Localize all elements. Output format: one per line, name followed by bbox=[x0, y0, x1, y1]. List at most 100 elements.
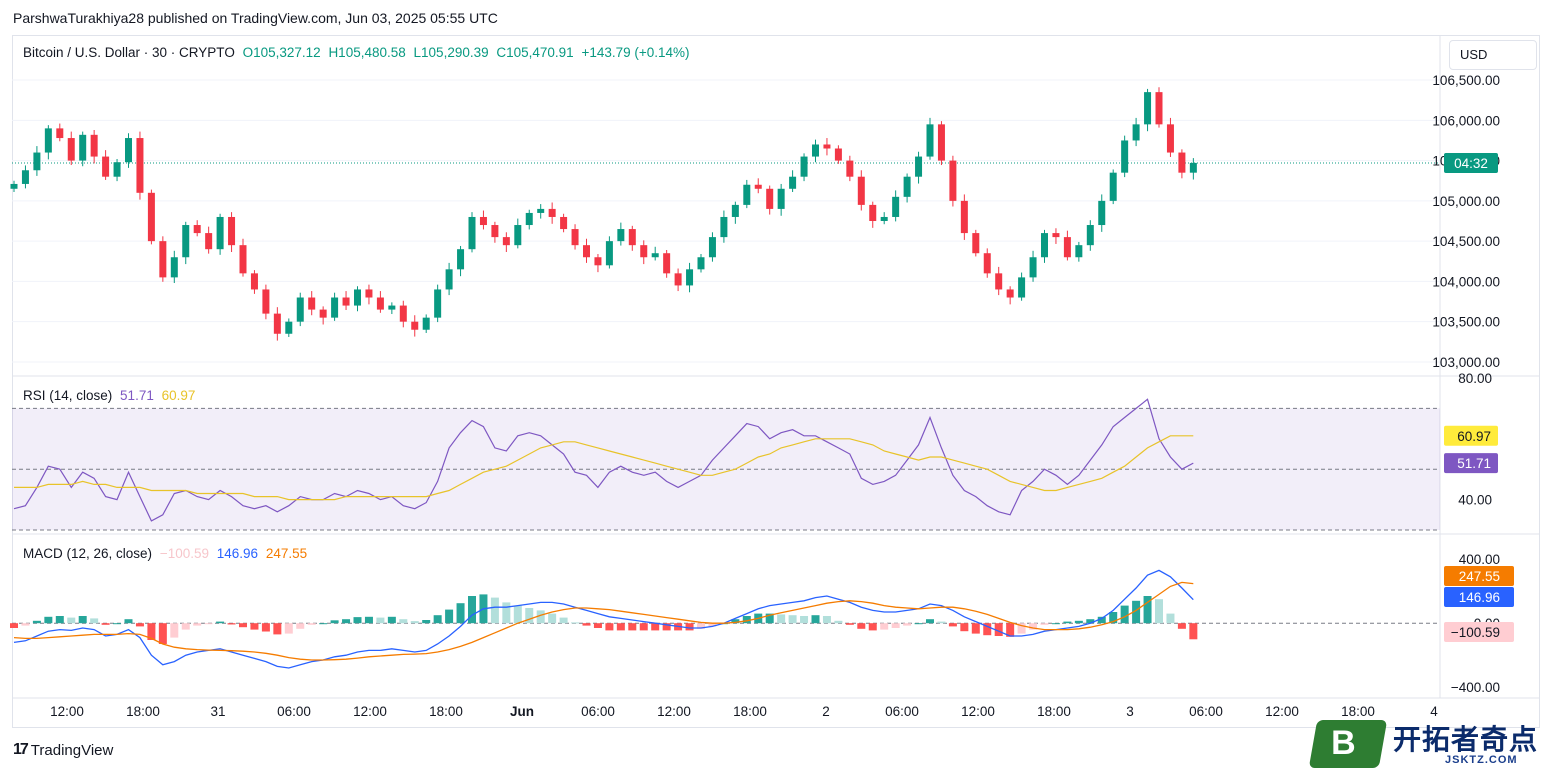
time-tick-label: 12:00 bbox=[50, 704, 84, 719]
change-value: +143.79 (+0.14%) bbox=[581, 45, 690, 60]
macd-hist-bar bbox=[67, 617, 76, 624]
low-value: L105,290.39 bbox=[413, 45, 489, 60]
candle-body bbox=[983, 253, 991, 274]
candle-body bbox=[434, 289, 442, 318]
macd-hist-bar bbox=[903, 623, 912, 626]
candle-body bbox=[869, 204, 877, 221]
candle-body bbox=[663, 253, 671, 274]
candle-body bbox=[90, 134, 98, 157]
macd-hist-bar bbox=[456, 603, 465, 624]
candle-body bbox=[617, 229, 625, 242]
macd-hist-bar bbox=[639, 623, 648, 631]
macd-tick-label: −400.00 bbox=[1451, 680, 1500, 695]
price-legend: Bitcoin / U.S. Dollar · 30 · CRYPTO O105… bbox=[23, 45, 694, 60]
tradingview-logo[interactable]: 17 TradingView bbox=[13, 741, 113, 759]
macd-hist-bar bbox=[387, 616, 396, 624]
macd-hist-bar bbox=[239, 623, 247, 628]
macd-hist-bar bbox=[834, 620, 843, 624]
macd-hist-bar bbox=[662, 623, 671, 631]
rsi-label: RSI (14, close) bbox=[23, 388, 113, 403]
macd-hist-bar bbox=[800, 616, 809, 624]
macd-hist-bar bbox=[307, 623, 316, 625]
candle-body bbox=[766, 188, 774, 209]
macd-hist-bar bbox=[582, 623, 591, 626]
candle-body bbox=[708, 237, 716, 258]
macd-hist-bar bbox=[204, 623, 213, 625]
candle-body bbox=[1041, 233, 1048, 258]
macd-hist-bar bbox=[433, 615, 442, 624]
macd-hist-bar bbox=[135, 623, 144, 627]
tradingview-icon: 17 bbox=[13, 741, 29, 758]
time-tick-label: Jun bbox=[510, 704, 534, 719]
time-tick-label: 06:00 bbox=[1189, 704, 1223, 719]
candle-body bbox=[525, 212, 533, 226]
macd-hist-bar bbox=[422, 620, 431, 624]
macd-hist-bar bbox=[926, 619, 934, 624]
macd-hist-bar bbox=[193, 623, 202, 626]
candle-body bbox=[170, 257, 178, 278]
macd-hist-bar bbox=[891, 623, 900, 628]
macd-hist-bar bbox=[1143, 596, 1152, 624]
macd-hist-bar bbox=[32, 620, 41, 624]
watermark: B 开拓者奇点 JSKTZ.COM bbox=[1308, 716, 1545, 772]
signal-tag-bg bbox=[1444, 566, 1514, 586]
time-tick-label: 18:00 bbox=[1341, 704, 1375, 719]
macd-hist-bar bbox=[296, 623, 305, 629]
candle-body bbox=[686, 269, 694, 286]
candle-body bbox=[995, 273, 1003, 290]
macd-hist-bar bbox=[765, 613, 774, 624]
candle-body bbox=[537, 208, 545, 213]
candle-body bbox=[720, 216, 728, 238]
candle-body bbox=[10, 183, 18, 189]
hist-tag-bg bbox=[1444, 622, 1514, 642]
candle-body bbox=[1166, 124, 1174, 153]
macd-hist-bar bbox=[147, 623, 156, 640]
candle-body bbox=[445, 269, 453, 290]
watermark-main: 开拓者奇点 bbox=[1393, 724, 1539, 755]
candle-body bbox=[1075, 245, 1083, 258]
candle-body bbox=[640, 245, 648, 258]
macd-hist-bar bbox=[651, 623, 660, 631]
candle-body bbox=[846, 160, 854, 177]
candle-body bbox=[777, 188, 785, 209]
macd-hist-bar bbox=[960, 623, 969, 632]
macd-hist-bar bbox=[1189, 623, 1198, 640]
high-value: H105,480.58 bbox=[328, 45, 406, 60]
candle-body bbox=[182, 225, 190, 258]
candle-body bbox=[1132, 124, 1140, 141]
macd-hist-bar bbox=[227, 623, 236, 625]
time-tick-label: 12:00 bbox=[1265, 704, 1299, 719]
currency-button[interactable]: USD bbox=[1449, 40, 1537, 70]
countdown-tag: 04:32 bbox=[1454, 156, 1488, 171]
symbol-label: Bitcoin / U.S. Dollar · 30 · CRYPTO bbox=[23, 45, 235, 60]
macd-hist-bar bbox=[548, 613, 557, 624]
candle-body bbox=[800, 156, 808, 177]
candle-body bbox=[754, 184, 762, 189]
rsi-tick-label: 80.00 bbox=[1458, 371, 1492, 386]
macd-hist-bar bbox=[490, 597, 499, 624]
candle-body bbox=[1155, 92, 1163, 125]
macd-hist-bar bbox=[1097, 616, 1106, 624]
macd-hist-bar bbox=[983, 623, 992, 636]
candle-body bbox=[789, 176, 797, 189]
candle-body bbox=[342, 297, 350, 306]
time-tick-label: 18:00 bbox=[429, 704, 463, 719]
macd-tick-label: 400.00 bbox=[1459, 552, 1500, 567]
candle-body bbox=[1121, 140, 1129, 173]
candle-body bbox=[571, 229, 579, 246]
price-tick-label: 103,000.00 bbox=[1432, 355, 1500, 370]
time-tick-label: 12:00 bbox=[353, 704, 387, 719]
candle-body bbox=[159, 241, 167, 278]
macd-hist-bar bbox=[880, 623, 889, 630]
price-tick-label: 106,000.00 bbox=[1432, 113, 1500, 128]
macd-hist-bar bbox=[10, 623, 18, 628]
macd-hist-bar bbox=[55, 616, 64, 624]
macd-hist-bar bbox=[342, 619, 351, 624]
candle-body bbox=[147, 192, 155, 242]
candle-body bbox=[308, 297, 316, 310]
macd-hist-bar bbox=[1086, 619, 1095, 624]
macd-hist-bar bbox=[742, 616, 751, 624]
macd-hist-bar bbox=[994, 623, 1003, 636]
candle-body bbox=[548, 208, 556, 217]
